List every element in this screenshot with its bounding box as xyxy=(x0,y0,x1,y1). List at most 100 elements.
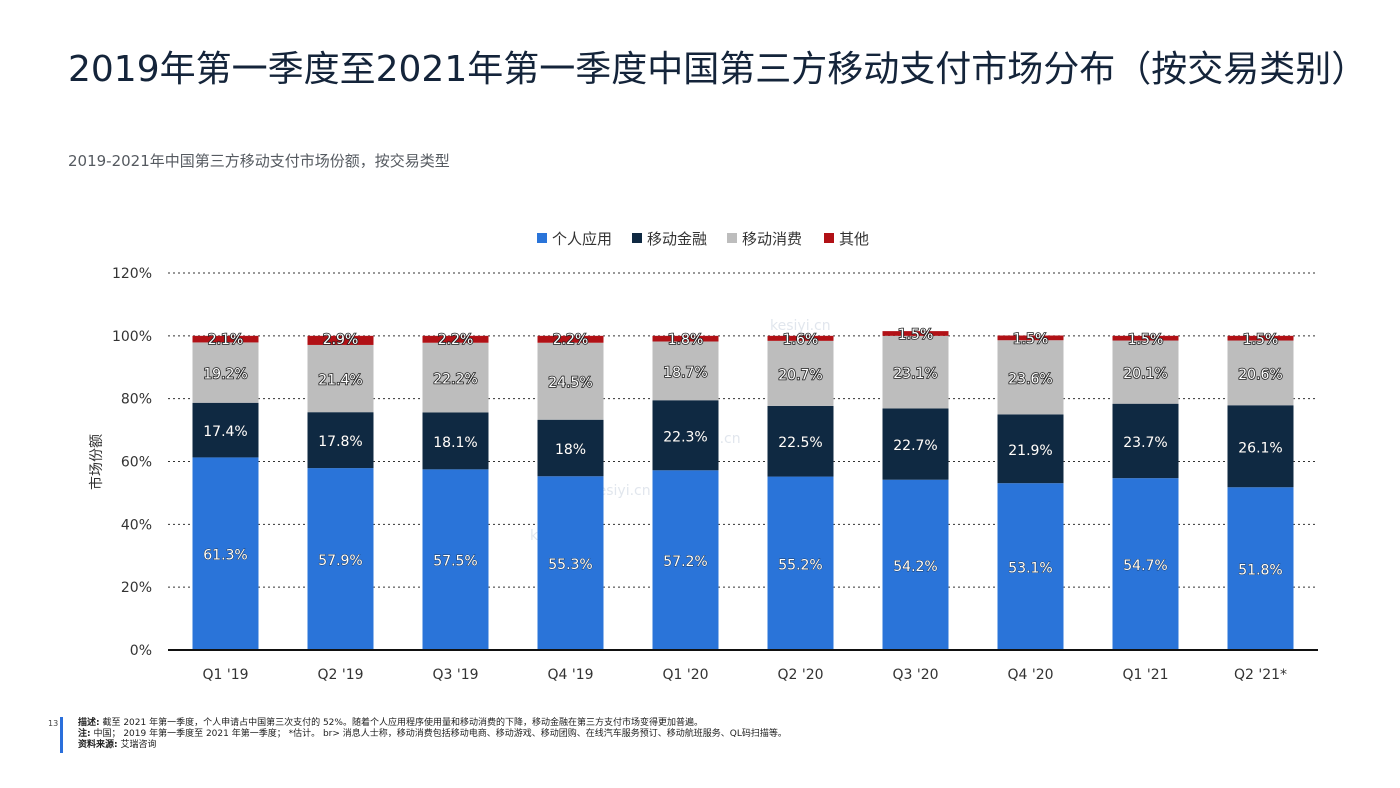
bar-segment xyxy=(1112,403,1179,479)
data-label: 26.1% xyxy=(1238,440,1282,456)
x-tick-label: Q1 '19 xyxy=(202,667,248,683)
bar-segment xyxy=(882,331,949,336)
data-label: 57.2% xyxy=(663,554,707,570)
bar-segment xyxy=(537,335,604,343)
watermark-text: kesiyi.cn xyxy=(590,483,651,499)
y-tick-label: 20% xyxy=(121,580,152,596)
bar-segment xyxy=(537,342,604,420)
x-tick-label: Q4 '20 xyxy=(1007,667,1053,683)
footer-description-label: 描述: xyxy=(78,718,100,728)
watermark-text: kesiyi.cn xyxy=(770,318,831,334)
bar-segment xyxy=(192,402,259,458)
bar-segment xyxy=(192,457,259,650)
bar-segment xyxy=(652,341,719,401)
y-tick-label: 40% xyxy=(121,517,152,533)
bar-segment xyxy=(767,476,834,650)
bar-segment xyxy=(767,405,834,477)
data-label: 21.4% xyxy=(318,373,362,389)
bar-segment xyxy=(422,342,489,413)
data-label: 57.9% xyxy=(318,553,362,569)
x-tick-label: Q2 '21* xyxy=(1234,667,1287,683)
bar-segment xyxy=(1112,340,1179,404)
footer-description-text: 截至 2021 年第一季度，个人申请占中国第三次支付的 52%。随着个人应用程序… xyxy=(99,718,703,728)
footer-source-label: 资料来源: xyxy=(78,740,118,750)
legend-label: 个人应用 xyxy=(552,230,612,248)
bar-segment xyxy=(537,476,604,650)
bar-segment xyxy=(307,412,374,469)
y-axis-label: 市场份额 xyxy=(88,434,105,490)
data-label: 23.6% xyxy=(1008,371,1052,387)
legend-swatch xyxy=(727,233,737,243)
data-label: 1.5% xyxy=(898,327,934,343)
data-label: 19.2% xyxy=(203,367,247,383)
bar-segment xyxy=(767,335,834,341)
data-label: 23.7% xyxy=(1123,435,1167,451)
bar-segment xyxy=(1112,478,1179,650)
data-label: 2.1% xyxy=(208,332,244,348)
legend-label: 其他 xyxy=(839,230,869,248)
y-tick-label: 80% xyxy=(121,392,152,408)
data-label: 22.5% xyxy=(778,435,822,451)
data-label: 55.2% xyxy=(778,557,822,573)
data-label: 18% xyxy=(555,442,586,458)
data-label: 57.5% xyxy=(433,554,477,570)
data-label: 55.3% xyxy=(548,557,592,573)
bar-segment xyxy=(997,340,1064,415)
legend-label: 移动消费 xyxy=(742,230,802,248)
y-axis: 0% 20% 40% 60% 80% 100% 120% 市场份额 xyxy=(88,266,152,659)
footer-description: 描述: 截至 2021 年第一季度，个人申请占中国第三次支付的 52%。随着个人… xyxy=(78,718,787,729)
bar-segment xyxy=(192,342,259,403)
legend-swatch xyxy=(537,233,547,243)
data-label: 1.8% xyxy=(668,332,704,348)
x-tick-label: Q4 '19 xyxy=(547,667,593,683)
footer-note: 注: 中国； 2019 年第一季度至 2021 年第一季度； *估计。 br> … xyxy=(78,729,787,740)
data-label: 22.2% xyxy=(433,372,477,388)
data-label: 21.9% xyxy=(1008,443,1052,459)
chart-bars: 61.3% 17.4% 19.2% 2.1% 57.9% 17.8% 21.4% 2.9% 57… xyxy=(192,326,1294,650)
bar-segment xyxy=(1112,335,1179,341)
footer-accent-bar xyxy=(60,717,63,753)
bar-segment xyxy=(537,419,604,477)
data-label: 17.8% xyxy=(318,434,362,450)
chart-legend: 个人应用 移动金融 移动消费 其他 xyxy=(537,230,869,248)
data-label: 18.1% xyxy=(433,435,477,451)
bar-segment xyxy=(997,414,1064,484)
data-label: 54.2% xyxy=(893,559,937,575)
legend-swatch xyxy=(824,233,834,243)
footer-source: 资料来源: 艾瑞咨询 xyxy=(78,740,787,751)
y-tick-label: 0% xyxy=(130,643,152,659)
y-tick-label: 100% xyxy=(112,329,152,345)
data-label: 2.2% xyxy=(438,332,474,348)
data-label: 1.5% xyxy=(1243,332,1279,348)
data-label: 17.4% xyxy=(203,424,247,440)
data-label: 22.7% xyxy=(893,438,937,454)
data-label: 61.3% xyxy=(203,548,247,564)
x-tick-label: Q1 '21 xyxy=(1122,667,1168,683)
data-label: 1.6% xyxy=(783,332,819,348)
x-tick-label: Q1 '20 xyxy=(662,667,708,683)
data-label: 2.9% xyxy=(323,332,359,348)
x-tick-label: Q3 '19 xyxy=(432,667,478,683)
bar-segment xyxy=(1227,405,1294,488)
bar-segment xyxy=(1227,487,1294,650)
data-label: 23.1% xyxy=(893,366,937,382)
data-label: 20.6% xyxy=(1238,367,1282,383)
data-label: 24.5% xyxy=(548,375,592,391)
x-tick-label: Q3 '20 xyxy=(892,667,938,683)
data-label: 18.7% xyxy=(663,365,707,381)
footer-source-text: 艾瑞咨询 xyxy=(117,740,157,750)
x-axis: Q1 '19 Q2 '19 Q3 '19 Q4 '19 Q1 '20 Q2 '20 Q3 '… xyxy=(168,649,1318,683)
page-subtitle: 2019-2021年中国第三方移动支付市场份额，按交易类型 xyxy=(68,152,450,170)
bar-segment xyxy=(1227,335,1294,341)
y-tick-label: 120% xyxy=(112,266,152,282)
legend-swatch xyxy=(632,233,642,243)
data-label: 22.3% xyxy=(663,429,707,445)
data-label: 20.1% xyxy=(1123,366,1167,382)
footer-note-label: 注: xyxy=(78,729,91,739)
bar-segment xyxy=(307,335,374,345)
data-label: 54.7% xyxy=(1123,558,1167,574)
data-label: 1.5% xyxy=(1128,332,1164,348)
page-number: 13 xyxy=(48,719,59,728)
footer-note-text: 中国； 2019 年第一季度至 2021 年第一季度； *估计。 br> 消息人… xyxy=(90,729,787,739)
